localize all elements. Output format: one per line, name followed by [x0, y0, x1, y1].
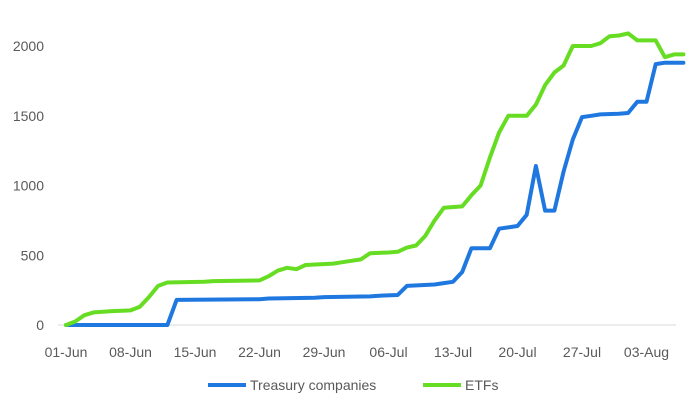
legend-label: ETFs [465, 377, 498, 393]
series-line-treasury-companies [64, 60, 686, 327]
y-tick-label: 500 [21, 247, 45, 263]
x-tick-label: 27-Jul [563, 344, 601, 360]
x-tick-label: 01-Jun [45, 344, 88, 360]
x-tick-label: 06-Jul [369, 344, 407, 360]
x-tick-label: 22-Jun [238, 344, 281, 360]
x-tick-label: 20-Jul [498, 344, 536, 360]
y-axis: 0 500 1000 1500 2000 [13, 38, 44, 333]
x-tick-label: 15-Jun [174, 344, 217, 360]
x-tick-label: 08-Jun [109, 344, 152, 360]
legend: Treasury companies ETFs [208, 377, 498, 393]
y-tick-label: 1500 [13, 108, 44, 124]
y-tick-label: 2000 [13, 38, 44, 54]
series-line-etfs [64, 31, 686, 327]
legend-label: Treasury companies [250, 377, 376, 393]
x-axis: 01-Jun 08-Jun 15-Jun 22-Jun 29-Jun 06-Jul 13-J… [45, 324, 676, 360]
x-tick-label: 29-Jun [303, 344, 346, 360]
x-tick-label: 13-Jul [434, 344, 472, 360]
y-tick-label: 1000 [13, 178, 44, 194]
x-tick-label: 03-Aug [624, 344, 669, 360]
series-layer [64, 31, 686, 327]
y-tick-label: 0 [36, 317, 44, 333]
